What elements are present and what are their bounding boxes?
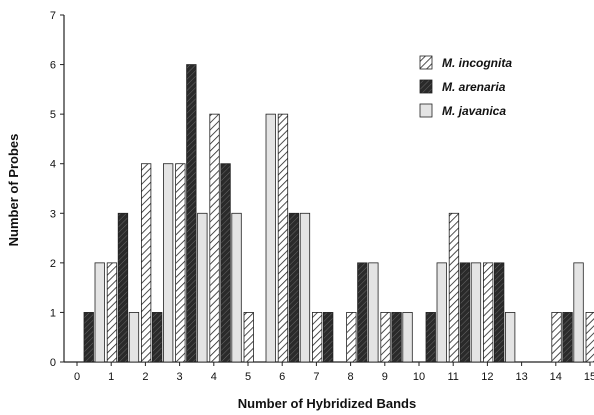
y-tick-label: 6 xyxy=(50,60,56,72)
x-tick-label: 2 xyxy=(142,371,148,383)
x-tick-label: 6 xyxy=(279,371,285,383)
y-tick-label: 4 xyxy=(50,159,56,171)
bar xyxy=(357,262,368,363)
bar xyxy=(117,212,129,363)
x-tick-label: 4 xyxy=(211,371,217,383)
y-tick-label: 5 xyxy=(50,109,56,121)
bar xyxy=(436,262,447,363)
bar xyxy=(128,312,140,363)
bar xyxy=(346,312,357,363)
bar xyxy=(551,312,562,363)
bar xyxy=(243,312,254,363)
x-tick-label: 9 xyxy=(382,371,388,383)
x-tick-label: 0 xyxy=(74,371,80,383)
bar xyxy=(368,262,379,363)
x-tick-label: 12 xyxy=(481,371,493,383)
bar xyxy=(175,163,186,363)
bar xyxy=(162,163,174,363)
bar xyxy=(299,212,311,363)
bar xyxy=(140,163,152,363)
y-tick-label: 3 xyxy=(50,208,56,220)
legend-swatch xyxy=(419,55,433,70)
x-tick-label: 3 xyxy=(177,371,183,383)
x-tick-label: 14 xyxy=(550,371,562,383)
bar xyxy=(288,212,300,363)
bar xyxy=(585,312,594,363)
bar xyxy=(459,262,471,363)
x-tick-label: 13 xyxy=(515,371,527,383)
x-tick-label: 5 xyxy=(245,371,251,383)
bar xyxy=(504,312,516,363)
x-tick-label: 15 xyxy=(584,371,594,383)
bar xyxy=(493,262,505,363)
legend-swatch xyxy=(419,103,433,118)
bar xyxy=(106,262,118,363)
y-tick-label: 0 xyxy=(50,357,56,369)
legend-swatch xyxy=(419,79,433,94)
y-axis-label: Number of Probes xyxy=(6,134,21,247)
bar xyxy=(311,312,323,363)
bar xyxy=(94,262,105,363)
y-tick-label: 1 xyxy=(50,307,56,319)
bar xyxy=(562,312,573,363)
bar xyxy=(265,113,276,363)
bar xyxy=(402,312,413,363)
bar xyxy=(470,262,482,363)
x-tick-label: 1 xyxy=(108,371,114,383)
bar xyxy=(425,312,436,363)
legend-label: M. incognita xyxy=(442,56,512,70)
bar xyxy=(573,262,584,363)
bar xyxy=(482,262,494,363)
x-tick-label: 11 xyxy=(447,371,458,383)
x-tick-label: 8 xyxy=(348,371,354,383)
bar xyxy=(391,312,402,363)
bar xyxy=(322,312,334,363)
bar xyxy=(83,312,94,363)
bar xyxy=(186,64,197,363)
x-tick-label: 10 xyxy=(413,371,425,383)
bar xyxy=(277,113,289,363)
y-tick-label: 7 xyxy=(50,10,56,22)
y-tick-label: 2 xyxy=(50,258,56,270)
x-tick-label: 7 xyxy=(313,371,319,383)
legend-label: M. arenaria xyxy=(442,80,506,94)
bar xyxy=(448,212,460,363)
bar xyxy=(231,212,242,363)
bar xyxy=(209,113,220,363)
bar xyxy=(220,163,231,363)
bar xyxy=(380,312,391,363)
x-axis-label: Number of Hybridized Bands xyxy=(238,396,416,411)
legend-label: M. javanica xyxy=(442,104,506,118)
bar xyxy=(151,312,163,363)
bar xyxy=(197,212,208,363)
